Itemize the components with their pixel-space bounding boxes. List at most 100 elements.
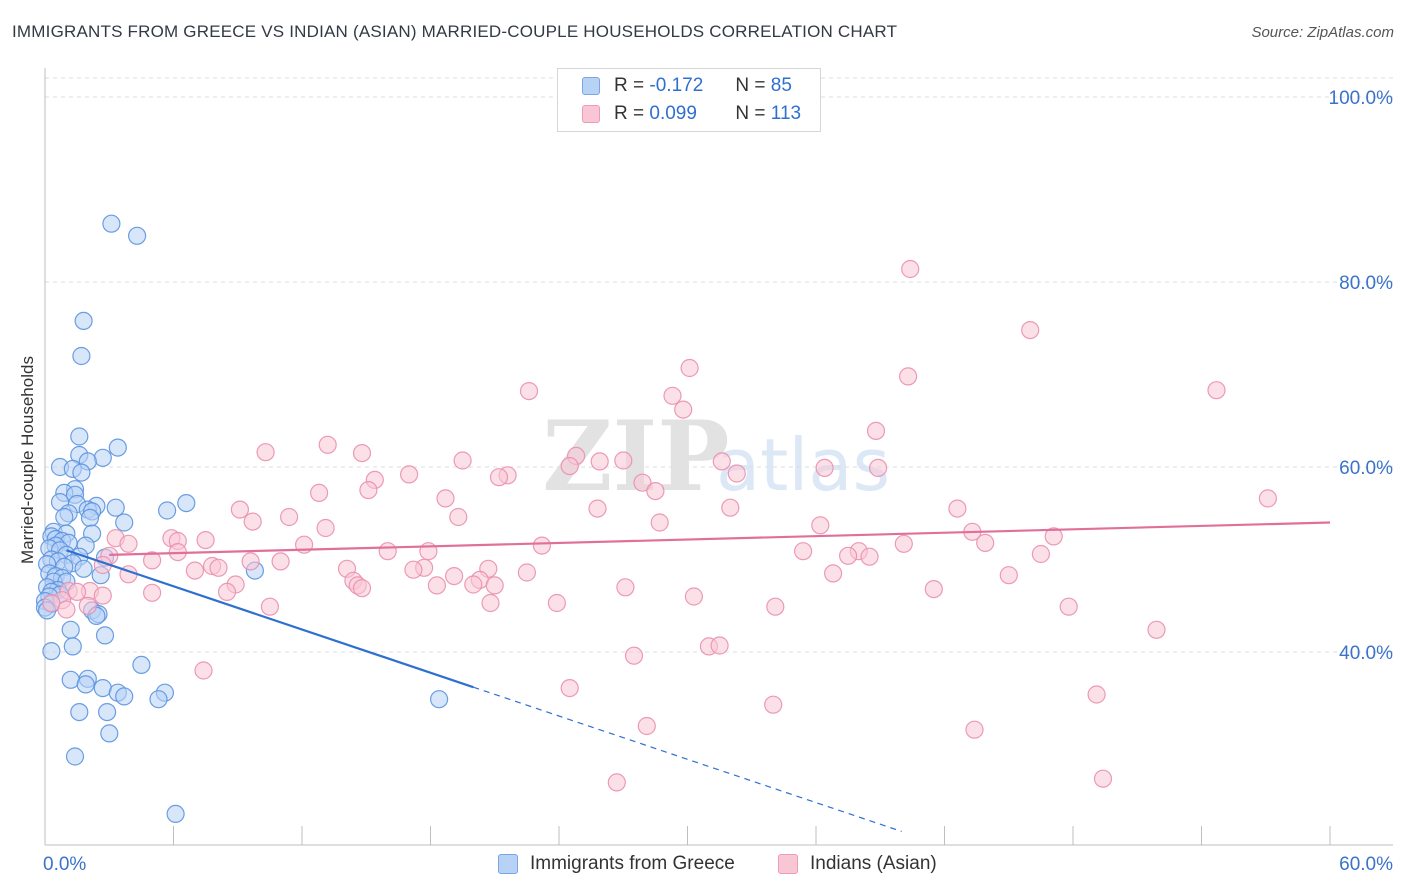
- point-greece: [115, 687, 134, 706]
- x-tick-label-min: 0.0%: [43, 854, 86, 875]
- point-greece: [42, 641, 61, 661]
- point-greece: [128, 226, 147, 245]
- point-greece: [70, 427, 89, 446]
- legend-n-label: N =: [735, 103, 766, 124]
- point-indian: [209, 558, 228, 577]
- legend-swatch-greece: [582, 77, 600, 95]
- point-indian: [712, 452, 731, 471]
- point-indian: [196, 530, 215, 550]
- point-indian: [1087, 685, 1106, 704]
- point-indian: [633, 473, 652, 492]
- point-indian: [256, 443, 275, 462]
- point-indian: [143, 551, 162, 570]
- point-indian: [1059, 597, 1078, 616]
- point-indian: [646, 482, 665, 501]
- point-greece: [108, 438, 127, 457]
- y-tick-label: 60.0%: [1339, 458, 1393, 479]
- point-indian: [57, 600, 76, 619]
- point-greece: [132, 655, 151, 675]
- point-indian: [614, 451, 633, 470]
- point-indian: [1147, 620, 1166, 639]
- y-tick-label: 100.0%: [1329, 88, 1394, 109]
- point-indian: [67, 582, 87, 602]
- point-indian: [230, 500, 249, 519]
- y-tick-labels: 40.0% 60.0% 80.0% 100.0%: [1329, 88, 1394, 664]
- point-indian: [894, 534, 913, 553]
- point-indian: [400, 465, 419, 484]
- point-indian: [436, 489, 455, 508]
- y-axis-label: Married-couple Households: [18, 356, 37, 564]
- point-indian: [976, 533, 995, 553]
- point-indian: [359, 481, 378, 500]
- point-indian: [838, 546, 858, 565]
- point-indian: [815, 458, 834, 477]
- point-greece: [158, 501, 177, 520]
- point-indian: [352, 444, 372, 463]
- legend-swatch-indian: [582, 105, 600, 123]
- point-indian: [427, 576, 446, 595]
- trend-lines: [66, 521, 1331, 833]
- correlation-legend: R = -0.172 N = 85 R = 0.099 N = 113: [557, 68, 821, 132]
- x-tick-label-max: 60.0%: [1339, 854, 1393, 875]
- point-greece: [72, 463, 91, 482]
- point-indian: [560, 678, 579, 698]
- point-indian: [560, 457, 579, 476]
- bottom-legend-swatch-greece: [498, 854, 518, 874]
- point-greece: [177, 494, 196, 513]
- point-greece: [166, 804, 185, 824]
- point-greece: [100, 724, 119, 743]
- watermark-atlas: atlas: [716, 423, 890, 507]
- point-indian: [866, 421, 886, 440]
- point-greece: [76, 675, 95, 694]
- point-greece: [74, 559, 93, 578]
- point-greece: [93, 448, 112, 467]
- point-indian: [464, 575, 483, 594]
- point-greece: [97, 702, 117, 722]
- source-credit: Source: ZipAtlas.com: [1251, 24, 1394, 41]
- point-indian: [823, 564, 843, 583]
- trend-line-greece-extension: [473, 686, 902, 833]
- point-indian: [445, 566, 464, 586]
- legend-row-greece: R = -0.172 N = 85: [582, 73, 792, 99]
- point-indian: [1031, 544, 1051, 564]
- legend-n-label: N =: [735, 75, 766, 96]
- point-indian: [481, 593, 500, 613]
- point-indian: [1021, 321, 1040, 340]
- point-indian: [637, 716, 656, 736]
- y-tick-label: 80.0%: [1339, 273, 1393, 294]
- legend-r-value-greece: -0.172: [649, 75, 704, 96]
- point-indian: [766, 597, 785, 616]
- legend-row-indian: R = 0.099 N = 113: [582, 101, 801, 127]
- point-greece: [95, 626, 115, 645]
- y-tick-label: 40.0%: [1339, 643, 1393, 664]
- point-indian: [532, 536, 552, 555]
- legend-n-value-indian: 113: [770, 103, 802, 124]
- point-indian: [616, 578, 635, 597]
- point-indian: [453, 451, 472, 470]
- point-indian: [519, 382, 539, 401]
- bottom-legend-swatch-indian: [778, 854, 798, 874]
- point-indian: [185, 561, 204, 580]
- legend-r-label: R =: [614, 103, 645, 124]
- point-indian: [143, 583, 162, 602]
- bottom-legend-label-indian: Indians (Asian): [810, 853, 937, 874]
- point-indian: [93, 586, 112, 605]
- trend-line-greece: [66, 549, 474, 689]
- point-greece: [430, 690, 449, 709]
- point-indian: [241, 552, 260, 571]
- point-indian: [449, 507, 468, 527]
- axes: [44, 68, 1393, 846]
- point-greece: [102, 214, 121, 233]
- point-indian: [243, 512, 262, 531]
- point-greece: [61, 620, 80, 639]
- bottom-legend-label-greece: Immigrants from Greece: [530, 853, 735, 874]
- point-indian: [517, 563, 537, 582]
- point-indian: [404, 560, 423, 579]
- point-indian: [901, 259, 920, 279]
- point-indian: [999, 566, 1018, 585]
- series-greece-points: [35, 214, 449, 824]
- point-indian: [868, 458, 888, 477]
- point-indian: [727, 464, 746, 483]
- point-indian: [318, 435, 337, 454]
- point-indian: [310, 483, 329, 502]
